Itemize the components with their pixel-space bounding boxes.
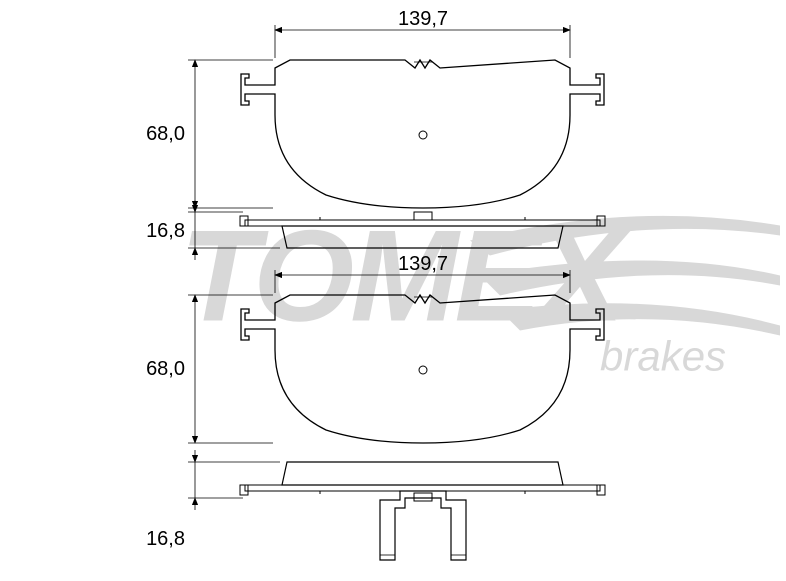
pad-bottom-face	[241, 295, 604, 443]
dim-bottom-height: 68,0	[146, 295, 273, 443]
dim-bottom-thickness: 16,8	[146, 450, 280, 550]
dim-top-thickness: 16,8	[146, 200, 280, 260]
dim-top-height: 68,0	[146, 60, 273, 208]
dim-bottom-width-value: 139,7	[398, 253, 448, 275]
pad-bottom-side	[240, 462, 605, 560]
dim-top-height-value: 68,0	[146, 123, 185, 145]
dim-bottom-height-value: 68,0	[146, 358, 185, 380]
dim-bottom-thickness-value: 16,8	[146, 528, 185, 550]
technical-drawing: 139,7 68,0 16,8 13	[0, 0, 786, 581]
pad-top-side	[240, 212, 605, 248]
pad-top-face	[241, 60, 604, 208]
clip-assembly	[380, 491, 466, 560]
dim-top-width: 139,7	[275, 8, 570, 58]
dim-bottom-width: 139,7	[275, 253, 570, 293]
dim-top-width-value: 139,7	[398, 8, 448, 30]
dim-top-thickness-value: 16,8	[146, 220, 185, 242]
